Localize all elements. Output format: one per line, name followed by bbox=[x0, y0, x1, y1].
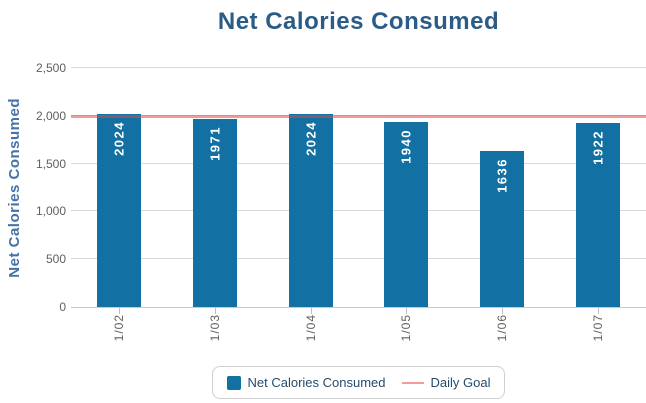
gridline bbox=[71, 162, 646, 164]
bar-value-label: 2024 bbox=[303, 121, 319, 156]
bar[interactable]: 1922 bbox=[576, 123, 621, 307]
x-axis-tick bbox=[598, 308, 600, 314]
y-axis-labels: 0 500 1,000 1,500 2,000 2,500 bbox=[0, 61, 66, 314]
bar[interactable]: 1971 bbox=[192, 119, 237, 307]
legend-box: Net Calories Consumed Daily Goal bbox=[211, 366, 506, 399]
bar-value-label: 1940 bbox=[398, 129, 414, 164]
legend-item-label: Daily Goal bbox=[430, 375, 491, 390]
x-axis-label: 1/03 bbox=[207, 314, 222, 342]
x-axis-labels: 1/02 1/03 1/04 1/05 1/06 1/07 bbox=[71, 314, 646, 356]
bar-value-label: 1922 bbox=[590, 130, 606, 165]
bar[interactable]: 1940 bbox=[384, 122, 429, 307]
y-axis-label: 1,000 bbox=[35, 204, 66, 219]
x-axis-tick bbox=[406, 308, 408, 314]
y-axis-label: 1,500 bbox=[35, 156, 66, 171]
x-axis-label: 1/05 bbox=[399, 314, 414, 342]
x-axis-tick bbox=[502, 308, 504, 314]
y-axis-label: 2,000 bbox=[35, 108, 66, 123]
column-swatch-icon bbox=[226, 375, 241, 390]
gridline bbox=[71, 67, 646, 68]
legend-item-daily-goal[interactable]: Daily Goal bbox=[401, 375, 491, 390]
x-axis-label: 1/02 bbox=[111, 314, 126, 342]
x-axis-tick bbox=[310, 308, 312, 314]
y-axis-label: 500 bbox=[45, 252, 66, 267]
x-axis-label: 1/06 bbox=[495, 314, 510, 342]
legend: Net Calories Consumed Daily Goal bbox=[71, 366, 646, 399]
bar-value-label: 1971 bbox=[207, 126, 223, 161]
chart-title: Net Calories Consumed bbox=[217, 8, 500, 35]
gridline bbox=[71, 210, 646, 212]
bar-value-label: 1636 bbox=[494, 158, 510, 193]
x-axis-label: 1/07 bbox=[591, 314, 606, 342]
x-axis-ticks bbox=[71, 308, 646, 314]
y-axis-label: 2,500 bbox=[35, 61, 66, 75]
bar[interactable]: 1636 bbox=[480, 151, 525, 307]
legend-item-net-calories[interactable]: Net Calories Consumed bbox=[226, 375, 386, 390]
x-axis-label: 1/04 bbox=[303, 314, 318, 342]
line-swatch-icon bbox=[401, 381, 424, 384]
bar-value-label: 2024 bbox=[111, 121, 127, 156]
daily-goal-line bbox=[71, 115, 646, 118]
bar[interactable]: 2024 bbox=[96, 114, 141, 307]
y-axis-label: 0 bbox=[59, 300, 66, 314]
x-axis-tick bbox=[214, 308, 216, 314]
bar[interactable]: 2024 bbox=[288, 114, 333, 307]
plot-area: 2024 1971 2024 1940 1636 1922 bbox=[71, 67, 646, 308]
legend-item-label: Net Calories Consumed bbox=[247, 375, 386, 390]
x-axis-tick bbox=[118, 308, 120, 314]
gridline bbox=[71, 258, 646, 260]
